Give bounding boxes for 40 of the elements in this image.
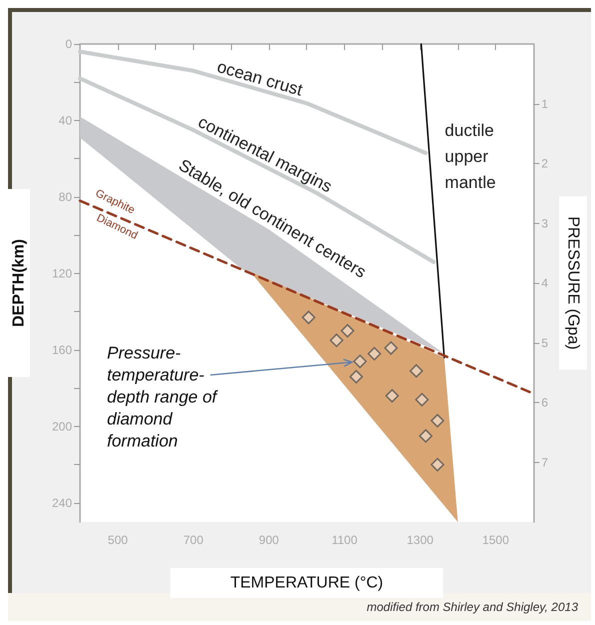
y2-tick-label: 2 xyxy=(541,156,548,170)
y2-tick-label: 7 xyxy=(541,455,548,470)
y2-tick-label: 4 xyxy=(541,276,548,290)
y2-tick-label: 1 xyxy=(541,96,548,111)
x-axis-title: TEMPERATURE (°C) xyxy=(230,574,384,592)
point xyxy=(415,392,429,406)
y-axis-title: DEPTH(km) xyxy=(10,238,28,328)
x-tick-label: 1100 xyxy=(332,533,358,547)
series-label: ductile upper mantle xyxy=(444,120,496,192)
text: ocean crust xyxy=(214,57,305,100)
point xyxy=(430,458,444,472)
y-tick-label: 200 xyxy=(52,419,72,434)
x-tick-label: 1300 xyxy=(406,533,434,547)
x-tick-label: 1500 xyxy=(482,533,510,547)
point xyxy=(340,324,354,338)
y2-tick-label: 3 xyxy=(541,216,548,230)
y-tick-label: 0 xyxy=(65,37,72,51)
point xyxy=(410,364,424,378)
x-tick-label: 500 xyxy=(108,533,128,547)
point xyxy=(384,341,398,355)
text: modified from Shirley and Shigley, 2013 xyxy=(366,600,578,614)
point xyxy=(330,334,344,348)
y2-tick-label: 5 xyxy=(541,336,548,350)
y-tick-label: 40 xyxy=(58,113,72,128)
point xyxy=(349,370,363,384)
y2-axis-title: PRESSURE (Gpa) xyxy=(564,216,582,350)
point xyxy=(418,429,432,443)
x-tick-label: 700 xyxy=(183,533,204,547)
y-tick-label: 240 xyxy=(52,496,72,510)
point xyxy=(368,346,382,360)
y2-tick-label: 6 xyxy=(541,396,548,410)
y-tick-label: 160 xyxy=(52,342,72,357)
point xyxy=(302,310,316,324)
y-tick-label: 120 xyxy=(52,266,72,280)
x-tick-label: 900 xyxy=(258,533,280,547)
point xyxy=(430,414,444,428)
point xyxy=(385,389,399,403)
y-tick-label: 80 xyxy=(58,190,72,204)
point xyxy=(353,354,367,368)
annotation: Pressure-temperature-depth range of diamond formation xyxy=(107,344,219,450)
